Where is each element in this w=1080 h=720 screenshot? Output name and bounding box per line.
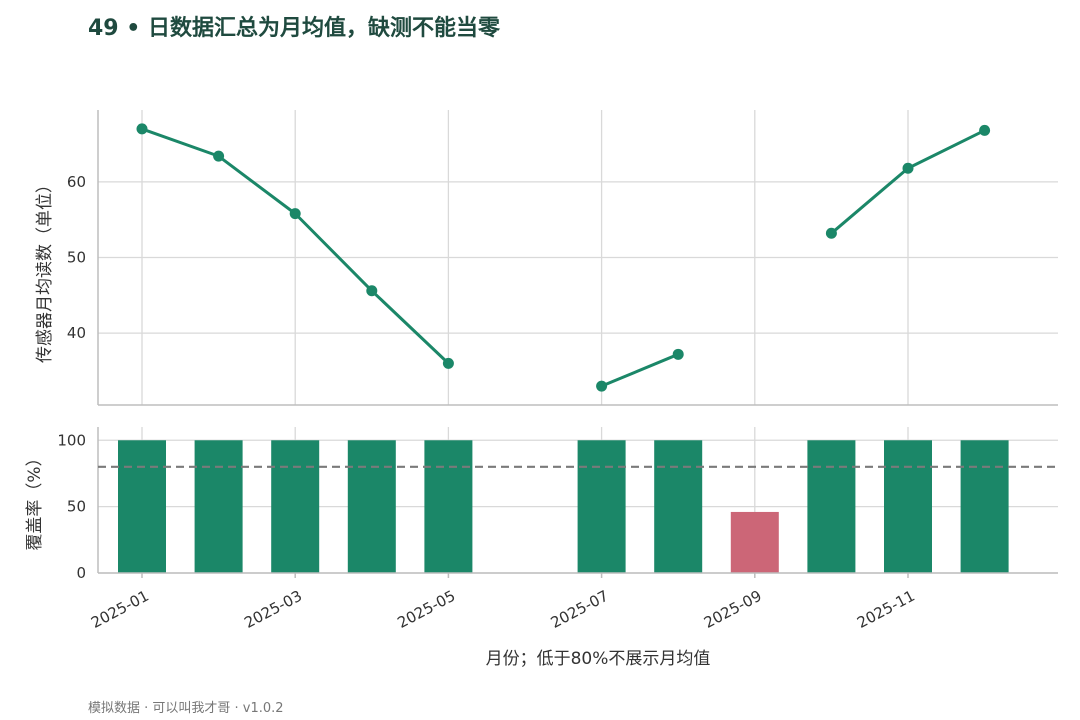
x-axis-label: 月份；低于80%不展示月均值 [486, 649, 711, 669]
bar-series [118, 440, 1009, 573]
line-point [136, 123, 148, 135]
line-point [672, 348, 684, 360]
bar-panel-y-label: 覆盖率（%） [25, 449, 45, 550]
coverage-bar [884, 440, 932, 573]
footer-note: 模拟数据 · 可以叫我才哥 · v1.0.2 [88, 701, 284, 716]
x-tick-label: 2025-07 [548, 587, 612, 632]
coverage-bar [271, 440, 320, 573]
bar-panel-x-ticks: 2025-01 2025-03 2025-05 2025-07 2025-09 2025-… [88, 573, 918, 632]
bar-panel-axes [97, 427, 1058, 574]
coverage-bar [577, 440, 626, 573]
x-tick-label: 2025-01 [88, 587, 152, 632]
line-point [289, 208, 301, 220]
line-segment [601, 352, 679, 388]
line-panel-y-tick-label: 50 [67, 249, 86, 267]
bar-panel-y-ticks: 0 50 100 [57, 431, 86, 582]
line-point [442, 357, 454, 369]
coverage-bar [654, 440, 703, 573]
line-panel-y-tick-label: 40 [67, 324, 86, 342]
line-point [979, 124, 991, 136]
x-tick-label: 2025-09 [701, 587, 765, 632]
bar-panel-y-tick-label: 0 [76, 564, 86, 582]
line-point [213, 150, 225, 162]
line-point [596, 380, 608, 392]
x-tick-label: 2025-11 [854, 587, 918, 632]
coverage-bar [118, 440, 166, 573]
line-series [136, 123, 991, 392]
line-panel-y-tick-label: 60 [67, 173, 86, 191]
coverage-bar [424, 440, 473, 573]
line-point [825, 227, 837, 239]
x-tick-label: 2025-05 [394, 587, 458, 632]
line-panel-axes [97, 110, 1058, 406]
coverage-bar [807, 440, 856, 573]
chart-title: 49 • 日数据汇总为月均值，缺测不能当零 [88, 16, 500, 41]
line-point [366, 285, 378, 297]
bar-panel-y-tick-label: 100 [57, 431, 86, 449]
bar-panel-y-tick-label: 50 [67, 498, 86, 516]
coverage-bar [730, 511, 779, 573]
line-panel-y-label: 传感器月均读数（单位） [35, 176, 55, 363]
line-panel-y-ticks: 40 50 60 [67, 173, 86, 342]
coverage-bar [960, 440, 1009, 573]
coverage-bar [347, 440, 396, 573]
coverage-bar [194, 440, 243, 573]
x-tick-label: 2025-03 [241, 587, 305, 632]
line-point [902, 162, 914, 174]
line-panel-grid [98, 110, 1058, 405]
